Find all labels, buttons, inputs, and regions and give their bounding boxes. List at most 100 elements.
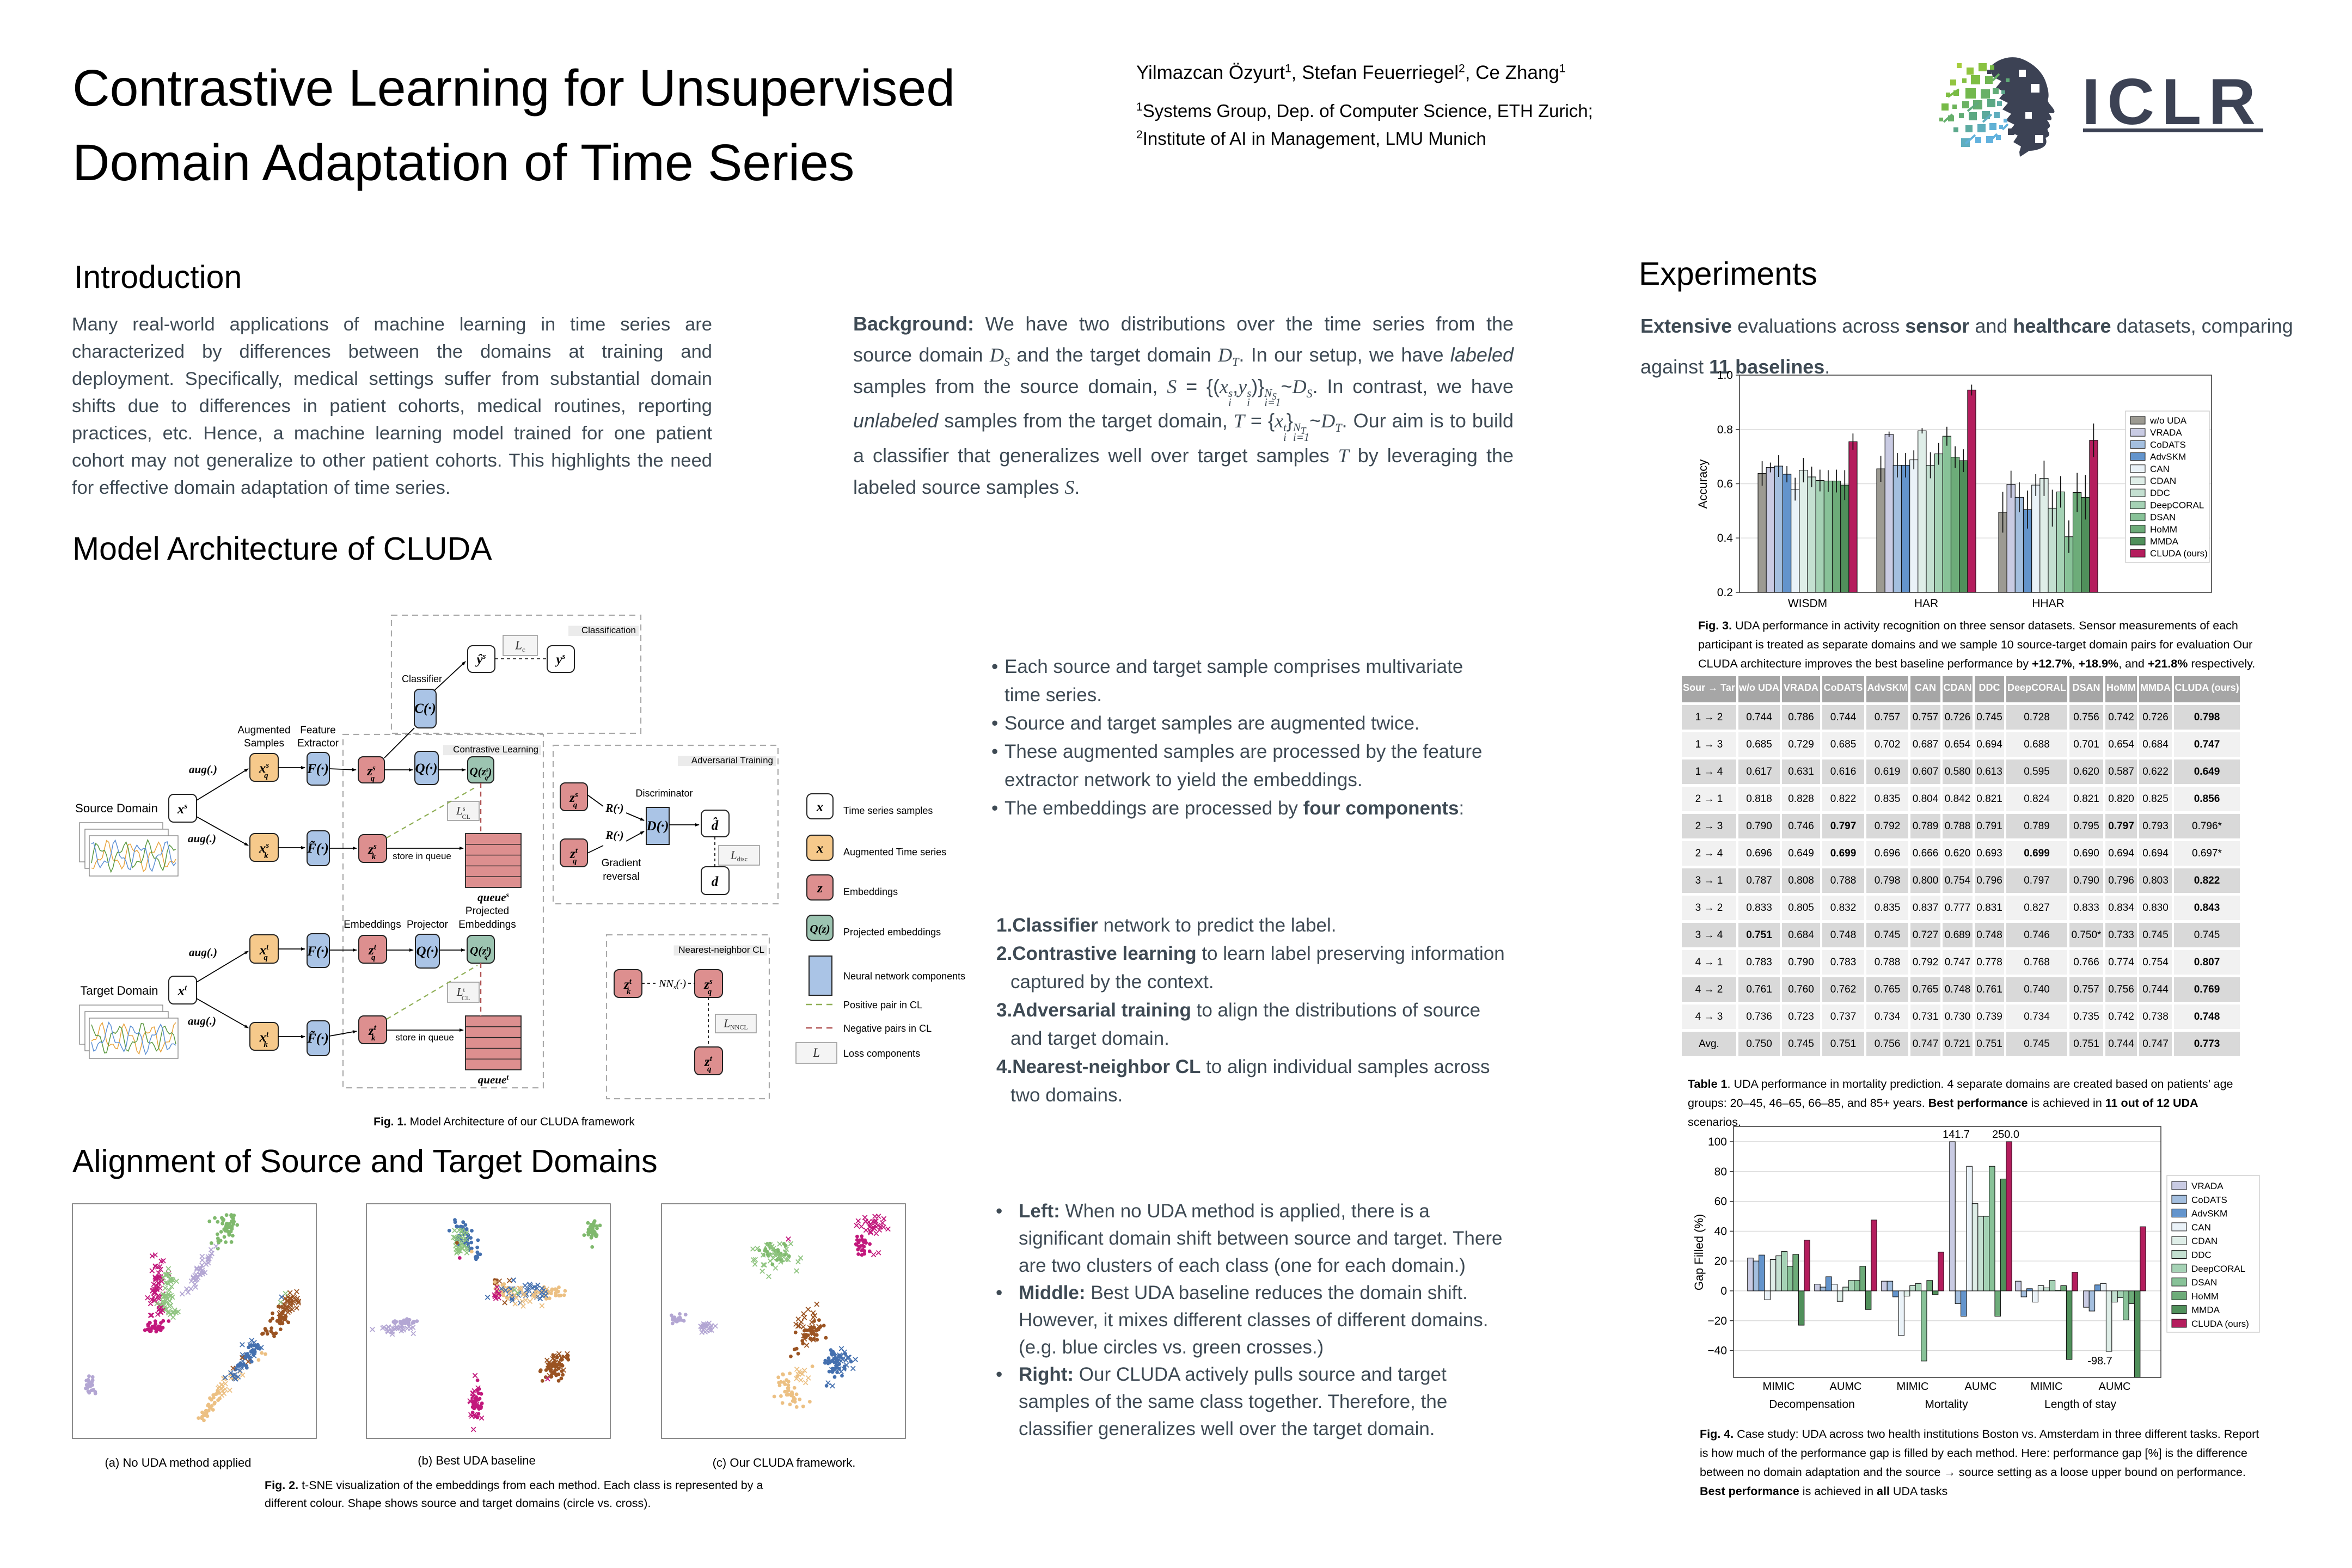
svg-text:CDAN: CDAN — [2150, 476, 2176, 486]
svg-text:−40: −40 — [1707, 1345, 1727, 1357]
svg-text:store in queue: store in queue — [395, 1032, 454, 1043]
svg-text:d̂: d̂ — [712, 817, 719, 833]
svg-text:CAN: CAN — [2150, 464, 2170, 474]
svg-text:zsq: zs q — [703, 977, 713, 996]
svg-text:Nearest-neighbor CL: Nearest-neighbor CL — [678, 945, 764, 955]
svg-text:MIMIC: MIMIC — [1763, 1381, 1795, 1393]
svg-text:HoMM: HoMM — [2191, 1291, 2219, 1301]
svg-text:DSAN: DSAN — [2150, 512, 2176, 523]
svg-text:20: 20 — [1714, 1255, 1727, 1267]
svg-text:Source Domain: Source Domain — [75, 801, 158, 815]
svg-text:DeepCORAL: DeepCORAL — [2191, 1264, 2245, 1274]
svg-text:Target Domain: Target Domain — [80, 984, 158, 997]
svg-text:queuet: queuet — [478, 1073, 510, 1086]
svg-text:HoMM: HoMM — [2150, 524, 2177, 535]
svg-text:CoDATS: CoDATS — [2191, 1195, 2227, 1205]
svg-text:MIMIC: MIMIC — [1897, 1381, 1929, 1393]
svg-text:MIMIC: MIMIC — [2031, 1381, 2063, 1393]
svg-text:-98.7: -98.7 — [2087, 1355, 2112, 1367]
svg-text:Discriminator: Discriminator — [635, 788, 693, 799]
svg-text:F(·): F(·) — [307, 762, 329, 776]
svg-text:Neural network components: Neural network components — [843, 971, 965, 982]
svg-text:CoDATS: CoDATS — [2150, 439, 2186, 450]
svg-text:xtq: xt q — [259, 943, 270, 962]
svg-text:Accuracy: Accuracy — [1696, 460, 1710, 509]
svg-text:MMDA: MMDA — [2150, 536, 2179, 547]
svg-text:ztk: zt k — [623, 977, 632, 996]
svg-text:D(·): D(·) — [646, 819, 669, 834]
svg-text:aug(.): aug(.) — [188, 832, 216, 845]
svg-text:Positive pair in CL: Positive pair in CL — [843, 1000, 922, 1010]
svg-text:zsq: zs q — [366, 764, 376, 783]
svg-text:aug(.): aug(.) — [188, 1014, 216, 1027]
svg-text:xtk: xt k — [259, 1030, 270, 1049]
svg-text:0.6: 0.6 — [1717, 478, 1733, 491]
svg-text:Negative pairs in CL: Negative pairs in CL — [843, 1023, 932, 1034]
svg-text:Classification: Classification — [581, 625, 636, 635]
svg-text:Q(z): Q(z) — [810, 922, 830, 935]
svg-text:0.4: 0.4 — [1717, 532, 1734, 544]
svg-text:Q(·): Q(·) — [416, 944, 439, 959]
svg-text:ICLR: ICLR — [2082, 65, 2263, 138]
svg-text:store in queue: store in queue — [393, 851, 451, 861]
svg-text:Q(·): Q(·) — [415, 761, 438, 776]
svg-text:AdvSKM: AdvSKM — [2150, 452, 2186, 462]
svg-text:Projector: Projector — [407, 919, 449, 930]
svg-text:zsq: zs q — [569, 791, 578, 810]
svg-text:100: 100 — [1708, 1136, 1727, 1148]
svg-text:Ldisc: Ldisc — [730, 848, 748, 862]
svg-text:VRADA: VRADA — [2150, 427, 2182, 438]
svg-text:zsk: zs k — [367, 842, 377, 861]
svg-text:ztq: zt q — [569, 847, 578, 866]
svg-text:z: z — [817, 881, 823, 896]
svg-text:Augmented Time series: Augmented Time series — [843, 847, 946, 857]
svg-text:80: 80 — [1714, 1166, 1727, 1178]
svg-text:Embeddings: Embeddings — [344, 919, 401, 930]
svg-text:CAN: CAN — [2191, 1222, 2211, 1233]
svg-text:Decompensation: Decompensation — [1769, 1398, 1855, 1411]
svg-text:0.2: 0.2 — [1717, 586, 1733, 599]
svg-text:AUMC: AUMC — [2099, 1381, 2131, 1393]
svg-text:Classifier: Classifier — [402, 673, 442, 684]
svg-text:F̃(·): F̃(·) — [307, 841, 329, 856]
svg-text:Projected embeddings: Projected embeddings — [843, 927, 941, 938]
svg-text:141.7: 141.7 — [1943, 1129, 1970, 1141]
svg-text:CLUDA (ours): CLUDA (ours) — [2150, 548, 2208, 559]
svg-text:R(·): R(·) — [605, 829, 623, 842]
svg-text:xsk: xs k — [259, 841, 270, 860]
svg-text:Length of stay: Length of stay — [2044, 1398, 2116, 1411]
svg-text:Gradient: Gradient — [602, 857, 642, 869]
svg-text:x: x — [816, 800, 824, 814]
svg-text:Augmented: Augmented — [237, 725, 290, 736]
svg-text:Contrastive Learning: Contrastive Learning — [453, 744, 538, 755]
svg-text:DDC: DDC — [2150, 488, 2170, 498]
svg-text:w/o UDA: w/o UDA — [2149, 415, 2187, 426]
svg-text:Projected: Projected — [465, 905, 509, 917]
svg-text:d: d — [712, 874, 719, 889]
svg-text:NNs(·): NNs(·) — [658, 978, 686, 991]
svg-text:AUMC: AUMC — [1965, 1381, 1997, 1393]
svg-text:ztq: zt q — [368, 943, 377, 962]
svg-text:Lc: Lc — [514, 638, 525, 653]
svg-text:queues: queues — [477, 891, 510, 904]
svg-text:Gap Filled (%): Gap Filled (%) — [1692, 1214, 1706, 1291]
svg-text:MMDA: MMDA — [2191, 1305, 2220, 1315]
svg-text:Mortality: Mortality — [1925, 1398, 1968, 1411]
svg-text:WISDM: WISDM — [1788, 597, 1827, 610]
svg-text:aug(.): aug(.) — [189, 763, 217, 776]
svg-text:Extractor: Extractor — [297, 738, 339, 749]
svg-text:−20: −20 — [1707, 1315, 1727, 1327]
svg-text:CDAN: CDAN — [2191, 1236, 2218, 1246]
svg-text:250.0: 250.0 — [1992, 1129, 2019, 1141]
svg-text:L: L — [812, 1046, 820, 1059]
svg-text:40: 40 — [1714, 1225, 1727, 1238]
svg-text:Samples: Samples — [244, 738, 284, 749]
svg-text:R(·): R(·) — [605, 801, 623, 814]
svg-text:AdvSKM: AdvSKM — [2191, 1209, 2227, 1219]
svg-text:AUMC: AUMC — [1830, 1381, 1862, 1393]
svg-text:DeepCORAL: DeepCORAL — [2150, 500, 2204, 510]
svg-text:HHAR: HHAR — [2032, 597, 2065, 610]
svg-text:Adversarial Training: Adversarial Training — [691, 755, 773, 765]
svg-text:F(·): F(·) — [307, 944, 329, 959]
svg-text:60: 60 — [1714, 1196, 1727, 1208]
